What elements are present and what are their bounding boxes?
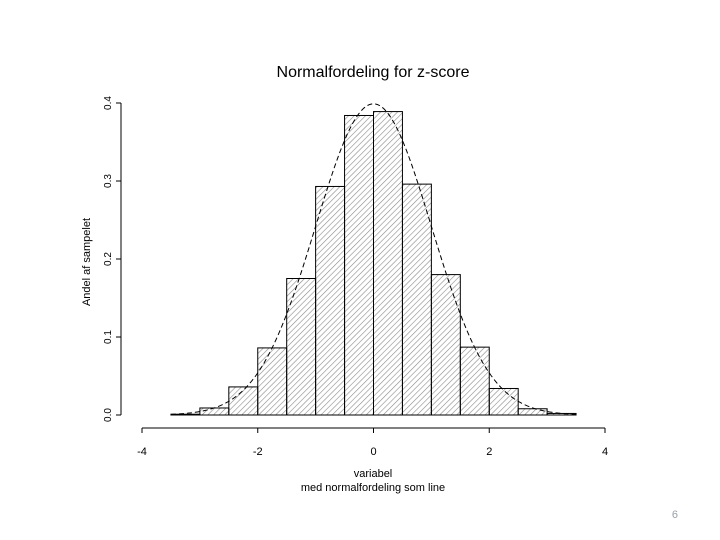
- x-tick-label: -4: [137, 446, 147, 458]
- x-tick-label: 0: [370, 446, 376, 458]
- histogram-bar: [257, 347, 288, 416]
- histogram-bar: [344, 114, 374, 416]
- histogram-bar: [373, 111, 403, 416]
- histogram-bar: [199, 407, 230, 416]
- x-tick-label: 2: [486, 446, 492, 458]
- y-tick-label: 0.2: [103, 252, 114, 266]
- histogram-bar: [228, 386, 259, 416]
- histogram-bar: [517, 408, 548, 416]
- histogram-bar: [315, 185, 346, 416]
- x-axis-sublabel: med normalfordeling som line: [301, 482, 445, 494]
- y-tick-label: 0.4: [103, 96, 114, 110]
- bars-group: [170, 111, 577, 416]
- y-tick-label: 0.3: [103, 174, 114, 188]
- x-axis-label: variabel: [354, 468, 393, 480]
- histogram-bar: [401, 183, 432, 416]
- y-tick-label: 0.1: [103, 330, 114, 344]
- x-tick-label: 4: [602, 446, 608, 458]
- y-axis-label: Andel af sampelet: [81, 218, 93, 306]
- x-tick-label: -2: [253, 446, 263, 458]
- x-ticks: -4 -2 0 2 4: [137, 428, 608, 458]
- y-ticks: 0.0 0.1 0.2 0.3 0.4: [103, 96, 121, 422]
- histogram-bar: [459, 346, 490, 416]
- chart-title: Normalfordeling for z-score: [277, 64, 470, 81]
- y-tick-label: 0.0: [103, 408, 114, 422]
- histogram-bar: [286, 278, 317, 416]
- normal-density-curve: [170, 103, 577, 415]
- histogram-bar: [488, 387, 519, 416]
- page-number: 6: [671, 509, 678, 521]
- histogram-bar: [430, 274, 461, 416]
